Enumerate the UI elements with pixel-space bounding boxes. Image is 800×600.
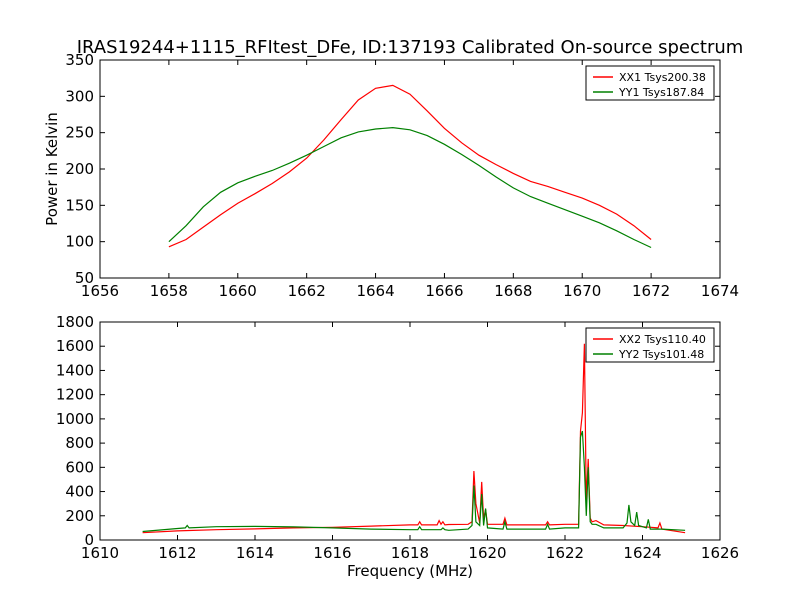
legend-box: [585, 327, 715, 363]
y-tick-label: 0: [84, 531, 94, 549]
x-tick-label: 1656: [81, 282, 119, 300]
x-tick-label: 1660: [219, 282, 257, 300]
legend-entry: YY2 Tsys101.48: [618, 348, 704, 361]
x-tick-label: 1612: [158, 544, 196, 562]
x-tick-label: 1614: [236, 544, 274, 562]
legend-entry: XX1 Tsys200.38: [619, 71, 706, 84]
x-tick-label: 1668: [494, 282, 532, 300]
x-tick-label: 1674: [701, 282, 739, 300]
x-tick-label: 1672: [632, 282, 670, 300]
x-tick-label: 1616: [313, 544, 351, 562]
y-tick-label: 800: [65, 434, 94, 452]
top-spectrum-plot: 1656 1658 1660 1662 1664 1666 1668 1670 1672 1674…: [43, 51, 739, 300]
x-tick-label: 1620: [468, 544, 506, 562]
y-tick-label: 1800: [56, 313, 94, 331]
x-tick-label: 1670: [563, 282, 601, 300]
x-tick-label: 1618: [391, 544, 429, 562]
y-tick-label: 200: [65, 507, 94, 525]
legend-entry: XX2 Tsys110.40: [619, 333, 706, 346]
figure-title: IRAS19244+1115_RFItest_DFe, ID:137193 Ca…: [77, 37, 744, 58]
y-tick-label: 250: [65, 124, 94, 142]
y-tick-label: 200: [65, 160, 94, 178]
x-tick-label: 1610: [81, 544, 119, 562]
series-line-1: [168, 84, 652, 248]
legend-entry: YY1 Tsys187.84: [618, 86, 704, 99]
bottom-spectrum-plot: 1610 1612 1614 1616 1618 1620 1622 1624 1626 0 200…: [56, 313, 739, 580]
legend: XX1 Tsys200.38 YY1 Tsys187.84: [585, 65, 715, 101]
y-tick-label: 100: [65, 233, 94, 251]
x-tick-label: 1622: [546, 544, 584, 562]
y-tick-label: 1400: [56, 361, 94, 379]
x-tick-label: 1658: [150, 282, 188, 300]
y-tick-label: 300: [65, 87, 94, 105]
y-tick-label: 150: [65, 196, 94, 214]
y-tick-label: 350: [65, 51, 94, 69]
y-tick-label: 1000: [56, 410, 94, 428]
series-line-2: [142, 430, 686, 533]
y-axis-label: Power in Kelvin: [43, 112, 61, 226]
x-tick-label: 1624: [623, 544, 661, 562]
x-tick-label: 1662: [288, 282, 326, 300]
x-tick-label: 1626: [701, 544, 739, 562]
y-tick-label: 50: [75, 269, 94, 287]
y-tick-label: 600: [65, 458, 94, 476]
x-axis-label: Frequency (MHz): [347, 562, 473, 580]
y-tick-label: 400: [65, 483, 94, 501]
x-tick-label: 1666: [425, 282, 463, 300]
y-tick-label: 1600: [56, 337, 94, 355]
series-line-2: [168, 126, 652, 249]
legend-box: [585, 65, 715, 101]
x-tick-label: 1664: [356, 282, 394, 300]
legend: XX2 Tsys110.40 YY2 Tsys101.48: [585, 327, 715, 363]
y-tick-label: 1200: [56, 386, 94, 404]
